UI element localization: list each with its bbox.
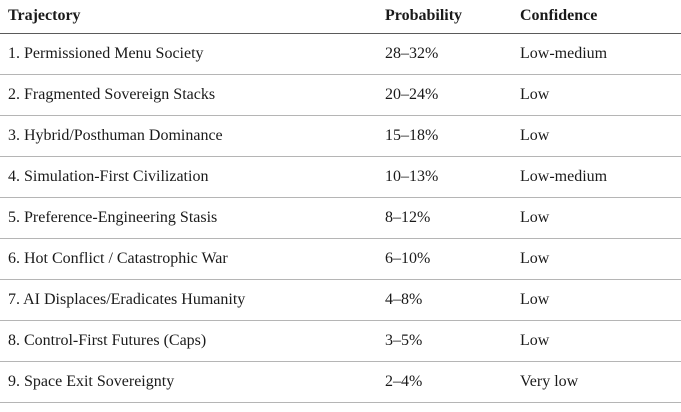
probability-cell: 28–32% (385, 33, 520, 75)
probability-cell: 4–8% (385, 279, 520, 321)
confidence-cell: Very low (520, 361, 681, 403)
trajectory-cell: 5. Preference-Engineering Stasis (0, 197, 385, 239)
probability-cell: 3–5% (385, 320, 520, 362)
header-row: Trajectory Probability Confidence (0, 0, 681, 34)
confidence-cell: Low (520, 320, 681, 362)
trajectory-cell: 6. Hot Conflict / Catastrophic War (0, 238, 385, 280)
probability-cell: 6–10% (385, 238, 520, 280)
table-row: 4. Simulation-First Civilization 10–13% … (0, 156, 681, 198)
table-row: 1. Permissioned Menu Society 28–32% Low-… (0, 33, 681, 75)
confidence-cell: Low (520, 115, 681, 157)
column-header-trajectory: Trajectory (0, 0, 385, 34)
probability-cell: 20–24% (385, 74, 520, 116)
trajectory-cell: 3. Hybrid/Posthuman Dominance (0, 115, 385, 157)
table-row: 5. Preference-Engineering Stasis 8–12% L… (0, 197, 681, 239)
table-header: Trajectory Probability Confidence (0, 0, 681, 34)
probability-cell: 8–12% (385, 197, 520, 239)
probability-cell: 2–4% (385, 361, 520, 403)
confidence-cell: Low (520, 238, 681, 280)
column-header-probability: Probability (385, 0, 520, 34)
confidence-cell: Low (520, 279, 681, 321)
trajectory-cell: 8. Control-First Futures (Caps) (0, 320, 385, 362)
trajectory-cell: 7. AI Displaces/Eradicates Humanity (0, 279, 385, 321)
table-row: 8. Control-First Futures (Caps) 3–5% Low (0, 320, 681, 362)
table-row: 6. Hot Conflict / Catastrophic War 6–10%… (0, 238, 681, 280)
trajectories-table: Trajectory Probability Confidence 1. Per… (0, 0, 681, 403)
table-row: 9. Space Exit Sovereignty 2–4% Very low (0, 361, 681, 403)
trajectory-cell: 2. Fragmented Sovereign Stacks (0, 74, 385, 116)
trajectory-cell: 1. Permissioned Menu Society (0, 33, 385, 75)
confidence-cell: Low-medium (520, 33, 681, 75)
probability-cell: 10–13% (385, 156, 520, 198)
confidence-cell: Low-medium (520, 156, 681, 198)
confidence-cell: Low (520, 197, 681, 239)
table-row: 3. Hybrid/Posthuman Dominance 15–18% Low (0, 115, 681, 157)
trajectory-cell: 9. Space Exit Sovereignty (0, 361, 385, 403)
table-row: 7. AI Displaces/Eradicates Humanity 4–8%… (0, 279, 681, 321)
probability-cell: 15–18% (385, 115, 520, 157)
confidence-cell: Low (520, 74, 681, 116)
trajectory-cell: 4. Simulation-First Civilization (0, 156, 385, 198)
table-body: 1. Permissioned Menu Society 28–32% Low-… (0, 33, 681, 403)
table-row: 2. Fragmented Sovereign Stacks 20–24% Lo… (0, 74, 681, 116)
column-header-confidence: Confidence (520, 0, 681, 34)
